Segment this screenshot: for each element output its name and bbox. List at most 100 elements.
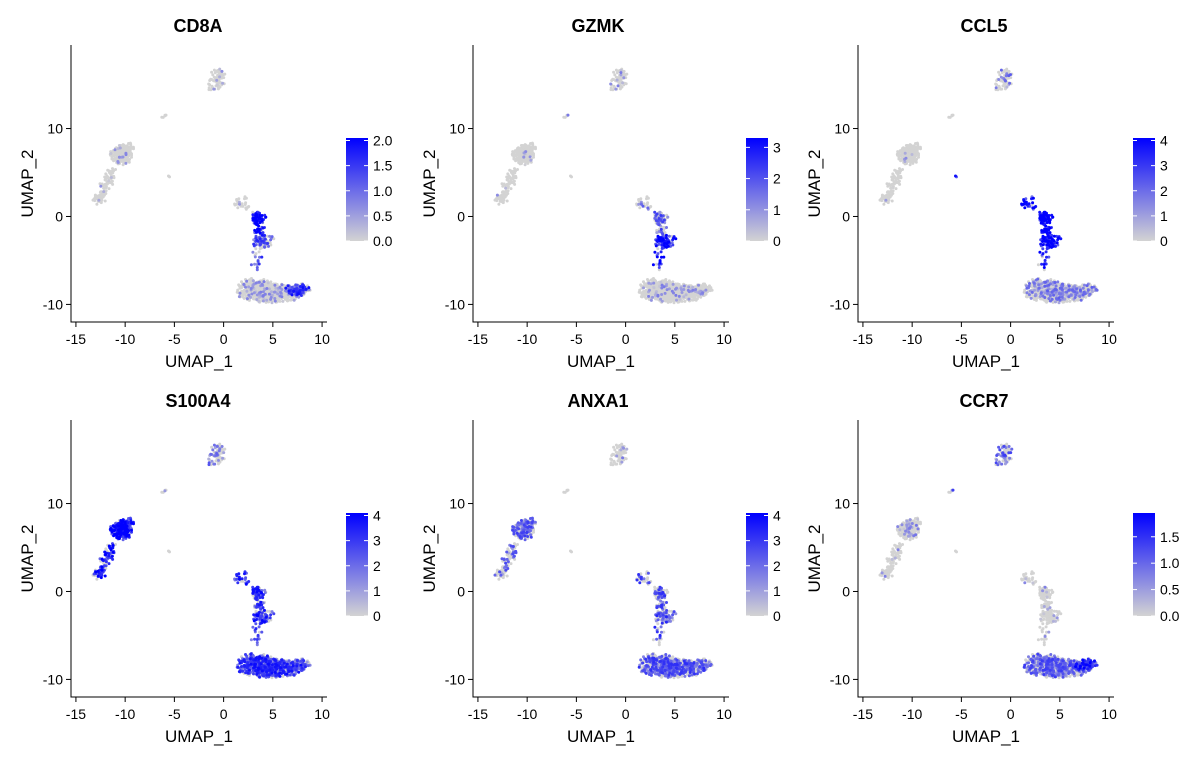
cell-point bbox=[121, 155, 125, 159]
cell-point bbox=[269, 280, 273, 284]
cell-point bbox=[251, 213, 255, 217]
cell-point bbox=[654, 244, 658, 248]
y-axis-label: UMAP_2 bbox=[805, 149, 824, 217]
cell-point bbox=[105, 174, 109, 178]
cell-point bbox=[272, 237, 276, 241]
cell-point bbox=[253, 262, 257, 266]
cell-point bbox=[668, 300, 672, 304]
x-axis-label: UMAP_1 bbox=[952, 352, 1020, 371]
cell-point bbox=[116, 160, 120, 163]
cell-point bbox=[890, 189, 893, 193]
x-tick-label: -15 bbox=[66, 331, 86, 347]
cell-point bbox=[662, 255, 666, 259]
cell-point bbox=[95, 577, 99, 581]
cell-point bbox=[656, 294, 660, 298]
cell-point bbox=[887, 196, 891, 200]
cell-point bbox=[208, 83, 212, 87]
cell-point bbox=[1064, 286, 1068, 290]
cell-point bbox=[252, 242, 256, 246]
cell-point bbox=[113, 151, 117, 155]
cell-point bbox=[521, 144, 525, 148]
cell-point bbox=[642, 286, 645, 290]
cell-point bbox=[273, 290, 276, 294]
cell-point bbox=[683, 299, 687, 303]
cell-point bbox=[611, 77, 615, 81]
cell-point bbox=[114, 168, 117, 171]
cell-point bbox=[995, 83, 999, 87]
cell-point bbox=[638, 206, 642, 210]
cell-point bbox=[103, 175, 107, 179]
cell-point bbox=[659, 214, 663, 217]
cell-point bbox=[1040, 262, 1044, 266]
x-tick-label: -10 bbox=[115, 331, 135, 347]
cell-point bbox=[1043, 284, 1047, 288]
plot-title: CD8A bbox=[173, 16, 222, 36]
cell-point bbox=[92, 197, 96, 201]
cell-point bbox=[641, 294, 645, 298]
x-tick-label: 10 bbox=[716, 331, 732, 347]
cell-point bbox=[295, 283, 298, 287]
cell-points bbox=[878, 67, 1099, 305]
cell-point bbox=[1043, 258, 1047, 262]
cell-point bbox=[654, 219, 658, 223]
cell-point bbox=[1029, 296, 1033, 300]
cell-point bbox=[215, 69, 219, 73]
cell-point bbox=[883, 194, 887, 198]
cell-point bbox=[118, 151, 122, 155]
cell-point bbox=[1031, 196, 1035, 200]
x-tick-label: 0 bbox=[220, 331, 228, 347]
cell-point bbox=[497, 202, 501, 206]
cell-point bbox=[1056, 280, 1060, 284]
cell-point bbox=[280, 295, 284, 299]
cell-point bbox=[161, 115, 165, 119]
cell-point bbox=[620, 85, 624, 89]
cell-point bbox=[909, 144, 913, 148]
cell-point bbox=[518, 160, 522, 163]
cell-point bbox=[265, 287, 269, 290]
cell-point bbox=[903, 151, 907, 155]
cell-point bbox=[1033, 288, 1036, 292]
cell-point bbox=[1041, 234, 1045, 238]
cell-point bbox=[1050, 290, 1054, 294]
feature-plot-s100a4: S100A4-15 -10 -5 0 5 10-10010UMAP_1UMAP_20123… bbox=[18, 391, 381, 746]
cell-point bbox=[916, 151, 919, 155]
cell-point bbox=[1009, 73, 1012, 77]
x-tick-label: -5 bbox=[570, 331, 583, 347]
cell-point bbox=[682, 295, 686, 299]
cell-point bbox=[260, 219, 264, 223]
cell-point bbox=[917, 155, 920, 159]
x-tick-label: -10 bbox=[902, 331, 922, 347]
cell-point bbox=[660, 246, 664, 250]
cell-point bbox=[244, 285, 247, 289]
cell-point bbox=[703, 286, 707, 289]
cell-point bbox=[130, 155, 133, 159]
cell-point bbox=[1049, 236, 1053, 240]
cell-point bbox=[1043, 296, 1047, 299]
cell-point bbox=[212, 68, 216, 72]
cell-point bbox=[116, 151, 120, 155]
colorbar-tick-label: 2 bbox=[1160, 183, 1168, 199]
cell-point bbox=[624, 82, 628, 86]
cell-point bbox=[102, 190, 106, 194]
cell-point bbox=[266, 242, 270, 245]
cell-point bbox=[245, 297, 249, 301]
colorbar-tick-label: 0.0 bbox=[373, 233, 393, 249]
cell-point bbox=[264, 215, 268, 219]
cell-point bbox=[1036, 263, 1040, 267]
cell-point bbox=[1045, 246, 1049, 250]
cell-point bbox=[997, 78, 1001, 81]
cell-point bbox=[127, 148, 131, 152]
cell-point bbox=[707, 289, 710, 292]
cell-point bbox=[1044, 224, 1048, 228]
cell-point bbox=[244, 206, 248, 210]
cell-point bbox=[709, 288, 713, 291]
cell-point bbox=[997, 70, 1001, 74]
cell-point bbox=[660, 243, 664, 247]
cell-point bbox=[500, 190, 504, 194]
cell-point bbox=[242, 282, 246, 286]
cell-point bbox=[112, 174, 116, 178]
cell-point bbox=[896, 181, 900, 185]
cell-point bbox=[124, 153, 128, 157]
cell-point bbox=[1042, 229, 1045, 233]
cell-point bbox=[245, 279, 249, 283]
